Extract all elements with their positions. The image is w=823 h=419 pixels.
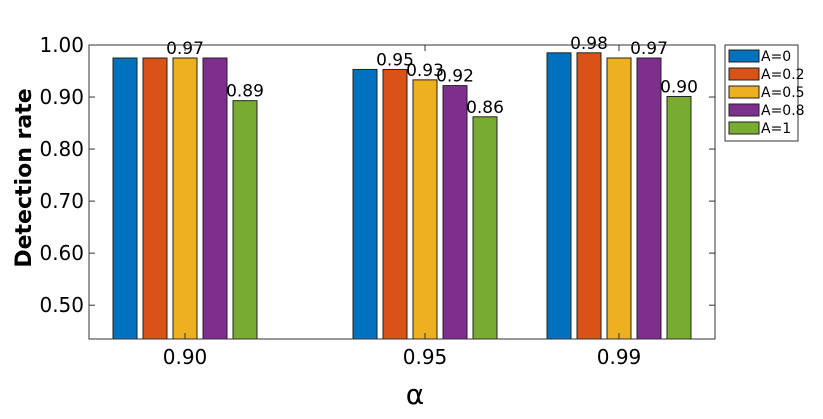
y-tick-label: 0.50	[39, 293, 84, 317]
data-label-8: 0.90	[660, 78, 698, 98]
bar-a-0-8-cat-1	[442, 85, 468, 340]
bar-a-0-5-cat-2	[606, 57, 632, 340]
legend-swatch	[728, 103, 760, 117]
bar-a-0-cat-0	[112, 57, 138, 340]
legend-label: A=0	[761, 49, 791, 65]
data-label-1: 0.89	[226, 82, 264, 102]
y-tick-label: 1.00	[39, 33, 84, 57]
y-tick-label: 0.90	[39, 85, 84, 109]
bar-a-0-cat-1	[352, 68, 378, 340]
legend: A=0 A=0.2 A=0.5 A=0.8 A=1	[724, 44, 805, 142]
legend-label: A=0.5	[761, 85, 805, 101]
bar-a-0-cat-2	[546, 52, 572, 340]
y-axis-title: Detection rate	[12, 88, 37, 267]
legend-label: A=0.8	[761, 103, 805, 119]
bar-a-0-8-cat-0	[202, 57, 228, 340]
bar-a-1-cat-2	[666, 96, 692, 340]
data-label-6: 0.98	[570, 34, 608, 54]
x-axis: 0.90 0.95 0.99	[163, 45, 642, 369]
bar-a-1-cat-0	[232, 100, 258, 340]
data-label-2: 0.95	[376, 50, 414, 70]
data-label-4: 0.92	[436, 67, 474, 87]
legend-swatch	[728, 85, 760, 99]
y-tick-label: 0.70	[39, 189, 84, 213]
bar-a-0-2-cat-2	[576, 52, 602, 340]
legend-label: A=0.2	[761, 67, 805, 83]
data-label-3: 0.93	[406, 61, 444, 81]
y-axis: 0.50 0.60 0.70 0.80 0.90 1.00	[39, 33, 715, 317]
data-label-7: 0.97	[630, 39, 668, 59]
bar-a-1-cat-1	[472, 116, 498, 340]
x-tick-label: 0.99	[597, 345, 642, 369]
legend-label: A=1	[761, 121, 791, 137]
bar-a-0-2-cat-0	[142, 57, 168, 340]
bar-a-0-8-cat-2	[636, 57, 662, 340]
data-label-5: 0.86	[466, 98, 504, 118]
bar-a-0-5-cat-1	[412, 79, 438, 340]
x-tick-label: 0.90	[163, 345, 208, 369]
legend-swatch	[728, 121, 760, 135]
bars-layer	[112, 52, 692, 340]
x-axis-title: α	[406, 378, 424, 411]
bar-a-0-5-cat-0	[172, 57, 198, 340]
legend-swatch	[728, 67, 760, 81]
bar-a-0-2-cat-1	[382, 68, 408, 340]
plot-frame	[88, 44, 716, 340]
legend-swatch	[728, 49, 760, 63]
y-tick-label: 0.80	[39, 137, 84, 161]
x-tick-label: 0.95	[403, 345, 448, 369]
y-tick-label: 0.60	[39, 241, 84, 265]
